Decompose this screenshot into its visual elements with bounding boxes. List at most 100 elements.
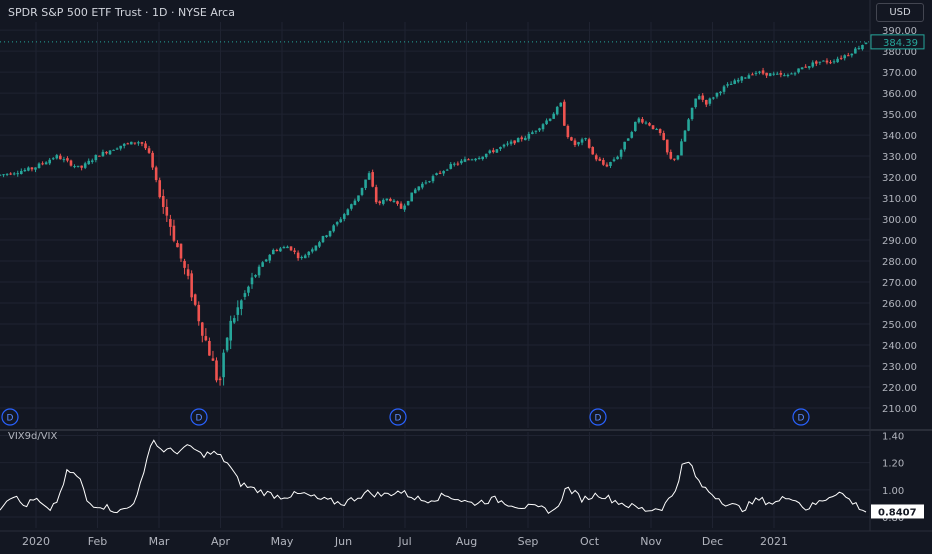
dividend-marker: D	[1, 408, 19, 426]
candle	[147, 145, 151, 154]
candle	[843, 54, 847, 61]
candle-body	[37, 163, 41, 169]
dividend-marker: D	[589, 408, 607, 426]
candle	[41, 161, 44, 166]
candle-body	[708, 98, 712, 104]
candle	[495, 149, 499, 153]
candle	[126, 142, 130, 145]
candle	[754, 70, 758, 76]
candle-body	[44, 162, 48, 165]
candle-body	[428, 181, 431, 183]
candle-body	[729, 83, 733, 85]
candle	[55, 153, 59, 160]
candle-body	[2, 174, 5, 176]
candle-body	[342, 214, 346, 219]
candle-body	[289, 246, 293, 251]
candle-body	[481, 156, 484, 160]
candle	[303, 253, 307, 259]
candle-body	[257, 266, 261, 276]
candle-body	[768, 73, 772, 77]
candle-body	[825, 60, 829, 63]
candle	[594, 153, 598, 162]
candle-body	[793, 73, 797, 75]
candle-body	[438, 172, 442, 174]
candle	[98, 155, 101, 157]
candle-body	[559, 102, 563, 107]
candle-body	[271, 249, 275, 255]
candle-body	[55, 155, 59, 159]
candle	[254, 274, 257, 278]
candle-body	[346, 209, 350, 215]
candle	[715, 92, 719, 99]
candle	[211, 350, 215, 361]
candle	[701, 92, 705, 103]
candle	[577, 141, 580, 147]
candle-body	[680, 141, 683, 156]
candle	[747, 73, 751, 79]
candle	[602, 157, 605, 166]
indicator-tick-label: 0.80	[882, 513, 904, 524]
candle	[332, 224, 335, 233]
candle	[531, 130, 534, 135]
dividend-marker: D	[190, 408, 208, 426]
candle-body	[108, 150, 112, 155]
candle	[559, 102, 563, 107]
candle-body	[715, 92, 719, 97]
candle-body	[676, 155, 680, 160]
candle-body	[399, 203, 403, 209]
candle-body	[193, 294, 197, 305]
candle	[339, 217, 343, 223]
candle-body	[34, 167, 37, 170]
indicator-tick-label: 1.00	[882, 486, 904, 497]
candle-body	[800, 67, 804, 70]
time-axis-label: Oct	[580, 535, 600, 548]
candle	[761, 67, 765, 76]
candle-body	[502, 144, 506, 147]
candle-body	[176, 243, 179, 248]
candle-body	[307, 251, 311, 256]
candle	[183, 258, 186, 275]
candle	[186, 264, 190, 280]
candle	[101, 149, 105, 157]
candle	[449, 162, 453, 170]
candle-body	[339, 219, 343, 223]
candle	[807, 66, 811, 70]
candle	[612, 157, 616, 163]
candle-body	[488, 150, 492, 154]
candle	[48, 157, 51, 166]
candle-body	[300, 257, 303, 259]
candle	[374, 184, 378, 205]
candle-body	[5, 173, 9, 175]
candle-body	[527, 133, 531, 139]
candle	[708, 97, 712, 106]
candle	[502, 143, 506, 149]
candle	[108, 149, 112, 156]
candle-body	[314, 245, 318, 251]
last-price-tag	[870, 34, 925, 50]
candle	[825, 58, 829, 65]
candle	[275, 248, 279, 252]
candle-body	[779, 73, 783, 75]
candle	[442, 170, 445, 176]
candle	[733, 78, 736, 85]
candle-body	[701, 95, 705, 100]
price-tick-label: 240.00	[882, 341, 917, 352]
candle	[467, 158, 470, 161]
candle	[172, 219, 176, 243]
candle	[342, 212, 346, 222]
candle-body	[417, 186, 421, 191]
candle-body	[275, 250, 279, 252]
candle-body	[797, 68, 800, 73]
candle	[293, 247, 296, 255]
candle-body	[190, 273, 193, 298]
candle-body	[552, 113, 555, 119]
candle-body	[594, 155, 598, 160]
candle	[598, 156, 602, 162]
candle	[555, 105, 559, 116]
candle-body	[598, 158, 602, 161]
dividend-marker-label: D	[395, 414, 402, 424]
candle-body	[452, 163, 456, 165]
currency-button[interactable]: USD	[876, 3, 924, 22]
